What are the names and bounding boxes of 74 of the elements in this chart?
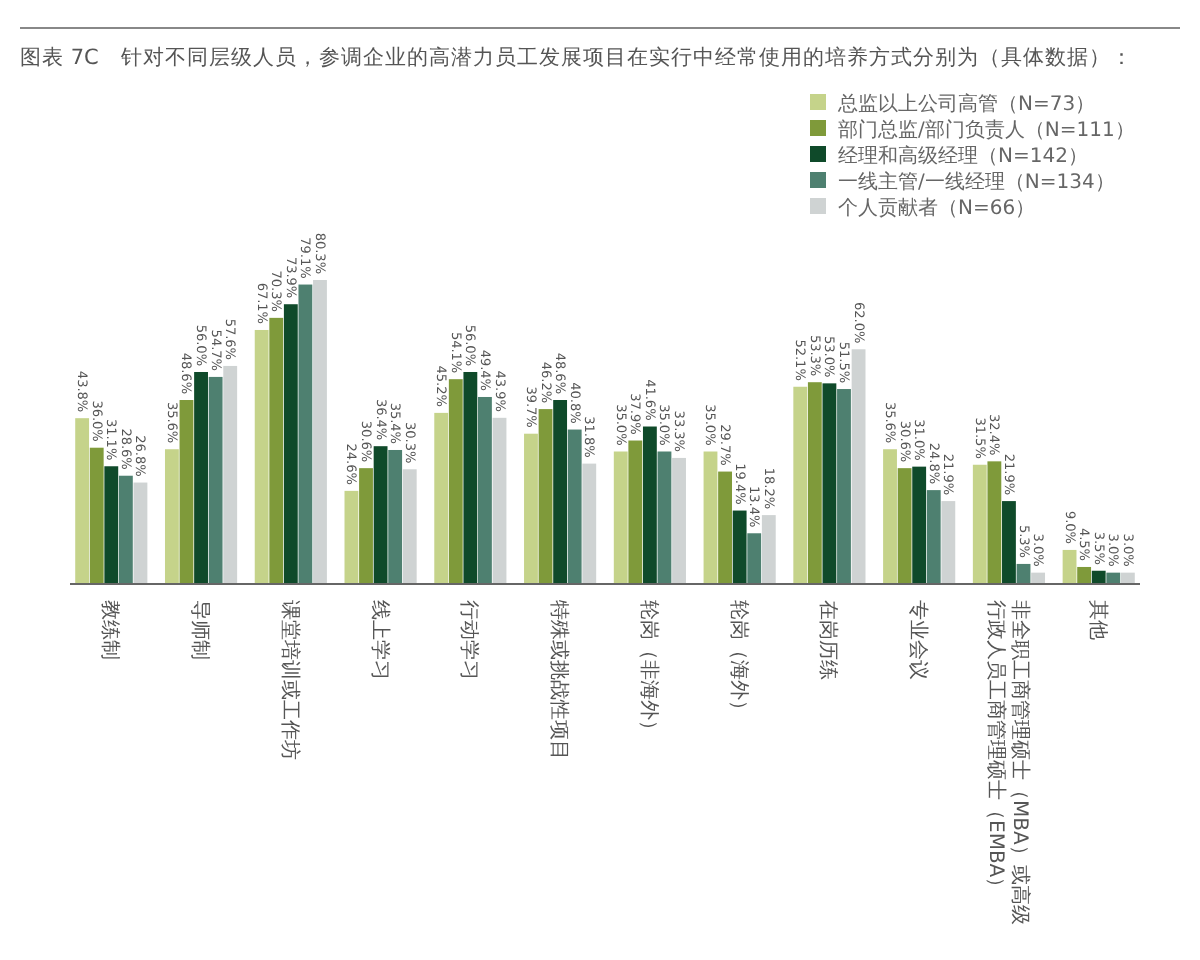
bar [194,372,208,584]
bar [807,382,822,584]
bar [837,389,851,584]
bar [703,451,718,584]
x-tick-label: 行动学习 [457,600,482,680]
bar [104,466,119,584]
legend-label: 经理和高级经理（N=142） [838,144,1088,168]
legend-label: 一线主管/一线经理（N=134） [838,170,1115,194]
bar [851,349,866,584]
bar [208,376,223,584]
bar [1091,570,1106,584]
bar [987,461,1002,584]
x-tick-label: 专业会议 [906,600,931,680]
bar [524,433,538,584]
bar [567,429,582,584]
bar [538,409,553,584]
bar [613,451,628,584]
bar [941,501,956,584]
x-tick-label: 教练制 [98,600,123,660]
bar [223,365,238,584]
bar [1062,549,1077,584]
bar [448,379,463,584]
bar [89,447,104,584]
bar [1077,566,1092,584]
bar [883,449,897,584]
bar [118,475,133,584]
bar [793,386,808,584]
bar [388,449,403,584]
bar [732,510,747,584]
bar [642,426,657,584]
bar [359,468,373,584]
bar [582,463,597,584]
bar [628,440,643,584]
x-tick-label: 轮岗（非海外） [636,600,661,740]
bar [478,396,492,584]
x-tick-label: 其他 [1085,600,1110,640]
x-tick-label: 在岗历练 [816,600,841,680]
x-tick-label: 线上学习 [367,600,392,680]
bar [402,469,417,584]
chart-title: 图表 7C 针对不同层级人员，参调企业的高潜力员工发展项目在实行中经常使用的培养方式分别为（具体数据）： [20,44,1133,70]
bar [283,304,298,584]
bar [133,482,148,584]
bar [553,400,568,584]
bar [75,418,90,584]
bar [657,451,672,584]
bar [822,383,837,584]
bar [298,284,313,584]
bar [761,515,776,584]
bar [912,466,927,584]
bar [926,490,941,584]
x-tick-label: 轮岗（海外） [726,600,751,720]
bar [164,449,179,584]
legend-label: 个人贡献者（N=66） [838,196,1036,220]
bar [463,372,478,584]
x-tick-label: 导师制 [188,600,213,660]
legend-label: 部门总监/部门负责人（N=111） [838,118,1135,142]
bar [373,446,388,584]
bar [1002,501,1016,584]
bar [972,464,987,584]
bar [254,329,269,584]
bar [434,412,449,584]
x-tick-label: 非全职工商管理硕士（MBA）或高级行政人员工商管理硕士（EMBA） [983,600,1032,925]
bar [313,280,327,584]
legend-label: 总监以上公司高管（N=73） [836,92,1096,116]
bar [718,471,732,584]
bar [492,417,507,584]
bar [179,400,194,584]
bar [672,457,686,584]
bar [747,533,762,584]
bar [344,490,359,584]
x-tick-label: 课堂培训或工作坊 [277,600,302,760]
x-tick-label: 特殊或挑战性项目 [547,600,572,760]
bar [897,468,912,584]
bar [269,317,284,584]
